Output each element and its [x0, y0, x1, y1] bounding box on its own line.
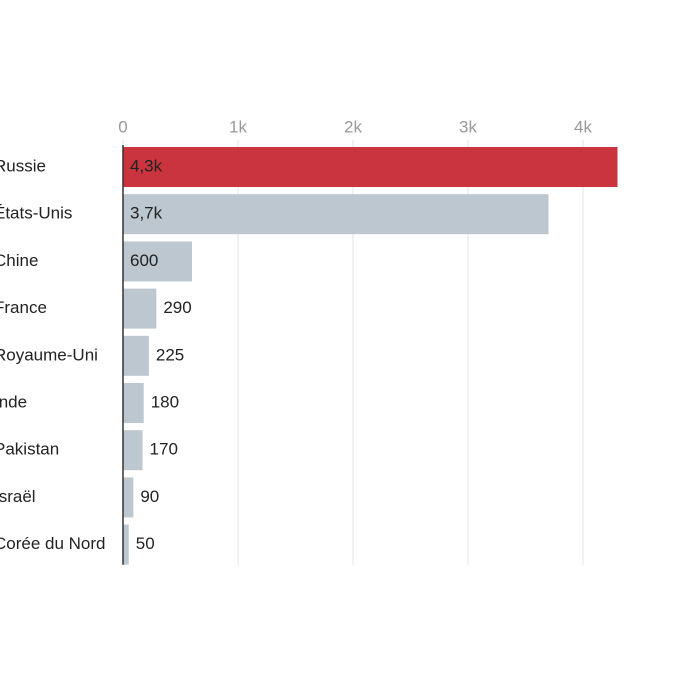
- bar: [123, 241, 192, 282]
- x-tick-label: 3k: [459, 117, 477, 136]
- category-label: Pakistan: [0, 440, 59, 459]
- x-tick-label: 4k: [574, 117, 592, 136]
- bar: [123, 383, 144, 423]
- category-label: États-Unis: [0, 204, 72, 223]
- x-tick-label: 0: [118, 117, 127, 136]
- bar: [123, 430, 143, 471]
- value-label: 180: [151, 392, 179, 411]
- value-label: 4,3k: [130, 156, 163, 175]
- x-tick-label: 2k: [344, 117, 362, 136]
- value-label: 600: [130, 251, 158, 270]
- bar: [123, 524, 129, 565]
- bar: [123, 147, 618, 187]
- bar: [123, 194, 549, 235]
- category-label: Inde: [0, 392, 27, 411]
- value-label: 170: [150, 440, 178, 459]
- category-label: Chine: [0, 251, 38, 270]
- value-label: 290: [163, 298, 191, 317]
- category-label: Israël: [0, 487, 36, 506]
- category-label: Royaume-Uni: [0, 345, 98, 364]
- category-label: Russie: [0, 156, 46, 175]
- category-label: Corée du Nord: [0, 534, 106, 553]
- category-label: France: [0, 298, 47, 317]
- value-label: 225: [156, 345, 184, 364]
- bar: [123, 477, 134, 518]
- value-label: 90: [140, 487, 159, 506]
- value-label: 50: [136, 534, 155, 553]
- bar: [123, 335, 149, 376]
- bar: [123, 288, 157, 329]
- value-label: 3,7k: [130, 204, 163, 223]
- x-tick-label: 1k: [229, 117, 247, 136]
